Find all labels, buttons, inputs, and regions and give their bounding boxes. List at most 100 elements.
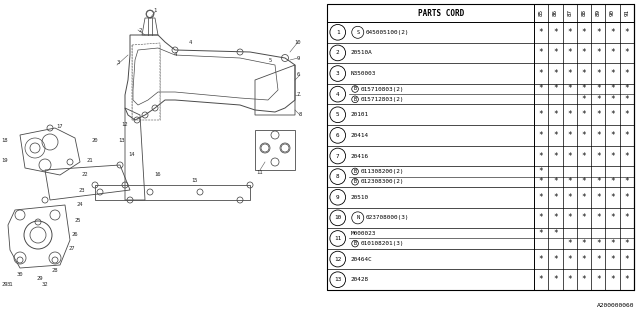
Text: *: * <box>582 213 586 222</box>
Text: *: * <box>582 131 586 140</box>
Text: *: * <box>539 69 543 78</box>
Text: *: * <box>596 177 600 186</box>
Text: *: * <box>567 131 572 140</box>
Text: *: * <box>625 213 629 222</box>
Text: *: * <box>539 84 543 93</box>
Text: *: * <box>582 239 586 248</box>
Text: *: * <box>539 193 543 202</box>
Text: *: * <box>582 275 586 284</box>
Text: *: * <box>539 28 543 37</box>
Text: *: * <box>625 110 629 119</box>
Text: 20416: 20416 <box>351 154 369 158</box>
Text: 1: 1 <box>154 7 157 12</box>
Text: *: * <box>596 95 600 104</box>
Text: 7: 7 <box>336 154 340 158</box>
Text: *: * <box>596 213 600 222</box>
Text: 21: 21 <box>87 157 93 163</box>
Text: *: * <box>625 69 629 78</box>
Text: *: * <box>610 213 615 222</box>
Text: *: * <box>567 255 572 264</box>
Text: *: * <box>539 131 543 140</box>
Text: 12: 12 <box>334 257 341 261</box>
Text: *: * <box>625 193 629 202</box>
Text: *: * <box>625 177 629 186</box>
Text: 18: 18 <box>2 138 8 142</box>
Text: *: * <box>567 28 572 37</box>
Text: 015710803(2): 015710803(2) <box>360 86 404 92</box>
Text: 29: 29 <box>36 276 44 281</box>
Text: 20510A: 20510A <box>351 51 372 55</box>
Text: 25: 25 <box>75 218 81 222</box>
Text: *: * <box>567 84 572 93</box>
Text: *: * <box>596 110 600 119</box>
Text: 20510: 20510 <box>351 195 369 200</box>
Text: *: * <box>539 177 543 186</box>
Text: *: * <box>582 48 586 57</box>
Text: *: * <box>539 167 543 176</box>
Text: 045005100(2): 045005100(2) <box>366 30 409 35</box>
Text: *: * <box>567 69 572 78</box>
Text: *: * <box>567 193 572 202</box>
Text: *: * <box>610 84 615 93</box>
Text: 22: 22 <box>82 172 88 178</box>
Text: *: * <box>582 151 586 161</box>
Text: *: * <box>596 275 600 284</box>
Text: *: * <box>553 131 557 140</box>
Text: 11: 11 <box>257 171 263 175</box>
Text: 11: 11 <box>334 236 341 241</box>
Text: *: * <box>539 151 543 161</box>
Text: *: * <box>610 131 615 140</box>
Text: 89: 89 <box>596 10 601 17</box>
Bar <box>327 4 634 290</box>
Text: *: * <box>553 193 557 202</box>
Text: A200000060: A200000060 <box>596 303 634 308</box>
Text: *: * <box>553 48 557 57</box>
Text: *: * <box>596 48 600 57</box>
Text: *: * <box>582 28 586 37</box>
Text: N350003: N350003 <box>351 71 376 76</box>
Text: *: * <box>553 213 557 222</box>
Text: *: * <box>610 69 615 78</box>
Text: 15: 15 <box>192 178 198 182</box>
Text: *: * <box>553 229 557 238</box>
Text: *: * <box>567 239 572 248</box>
Text: 29: 29 <box>2 283 8 287</box>
Text: *: * <box>553 69 557 78</box>
Text: 8: 8 <box>336 174 340 179</box>
Text: *: * <box>610 151 615 161</box>
Text: *: * <box>596 84 600 93</box>
Text: *: * <box>567 151 572 161</box>
Text: *: * <box>596 131 600 140</box>
Text: 86: 86 <box>553 10 558 17</box>
Text: *: * <box>610 48 615 57</box>
Text: *: * <box>596 28 600 37</box>
Text: 1: 1 <box>336 30 340 35</box>
Text: *: * <box>553 151 557 161</box>
Text: 3: 3 <box>336 71 340 76</box>
Text: 20101: 20101 <box>351 112 369 117</box>
Text: S: S <box>356 30 359 35</box>
Text: B: B <box>353 97 356 102</box>
Text: B: B <box>353 169 356 174</box>
Text: *: * <box>610 95 615 104</box>
Text: B: B <box>353 241 356 246</box>
Text: *: * <box>582 255 586 264</box>
Text: *: * <box>610 177 615 186</box>
Text: 6: 6 <box>296 73 300 77</box>
Text: *: * <box>625 28 629 37</box>
Text: *: * <box>596 151 600 161</box>
Text: 10: 10 <box>295 39 301 44</box>
Text: *: * <box>596 255 600 264</box>
Text: 20414: 20414 <box>351 133 369 138</box>
Text: *: * <box>596 239 600 248</box>
Text: *: * <box>610 239 615 248</box>
Text: 8: 8 <box>298 113 301 117</box>
Text: 023708000(3): 023708000(3) <box>366 215 409 220</box>
Text: *: * <box>625 239 629 248</box>
Text: *: * <box>553 28 557 37</box>
Text: 12: 12 <box>122 123 128 127</box>
Text: 9: 9 <box>296 55 300 60</box>
Text: 24: 24 <box>77 203 83 207</box>
Text: 20: 20 <box>92 138 99 142</box>
Text: 13: 13 <box>334 277 341 282</box>
